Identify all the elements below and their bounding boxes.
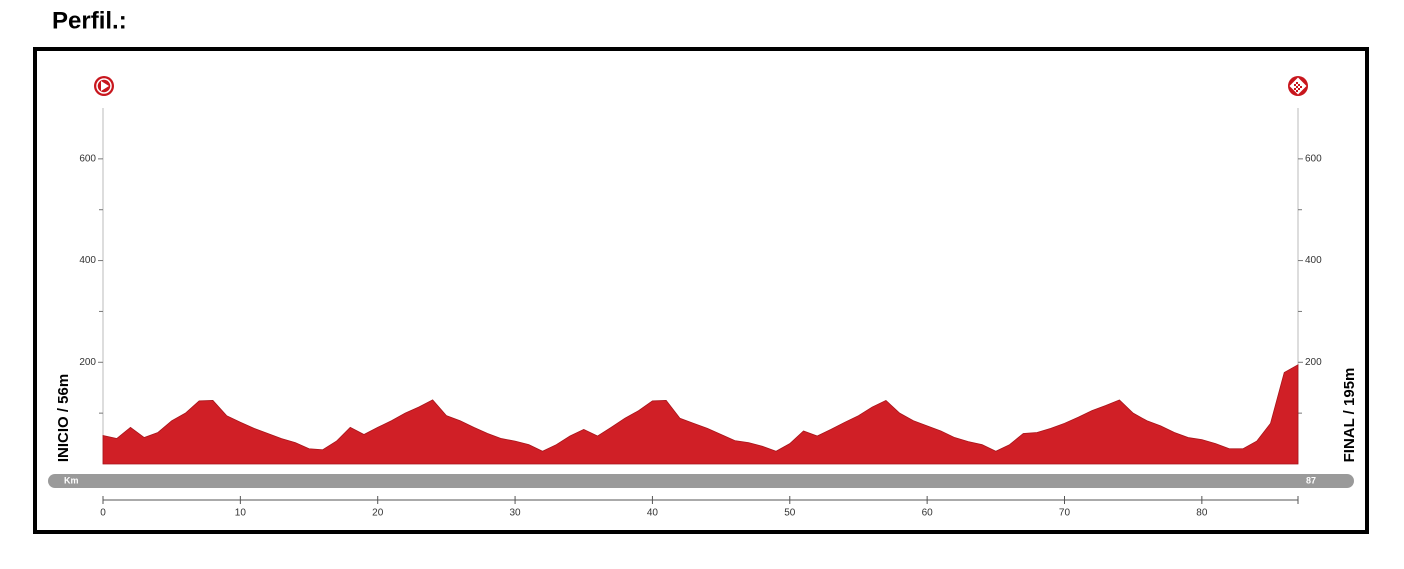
y-tick-label: 200 [79,357,96,368]
x-tick-label: 40 [647,508,659,519]
y-tick-label: 200 [1305,357,1322,368]
x-tick-label: 60 [922,508,934,519]
start-label: INICIO / 56m [55,374,72,462]
frame [33,47,1369,534]
x-tick-label: 50 [784,508,796,519]
x-tick-label: 70 [1059,508,1071,519]
end-label: FINAL / 195m [1341,368,1358,463]
start-icon [94,76,114,96]
x-tick-label: 10 [235,508,247,519]
x-tick-label: 20 [372,508,384,519]
chart-title: Perfil.: [52,7,127,34]
y-tick-label: 400 [1305,255,1322,266]
y-tick-label: 400 [79,255,96,266]
elevation-area [102,364,1299,465]
finish-icon [1288,76,1308,96]
km-bar [48,474,1354,488]
x-axis-label: Km [64,475,79,485]
x-tick-label: 0 [100,508,106,519]
y-tick-label: 600 [1305,153,1322,164]
y-tick-label: 600 [79,153,96,164]
x-end-label: 87 [1306,475,1316,485]
x-tick-label: 30 [510,508,522,519]
x-tick-label: 80 [1196,508,1208,519]
